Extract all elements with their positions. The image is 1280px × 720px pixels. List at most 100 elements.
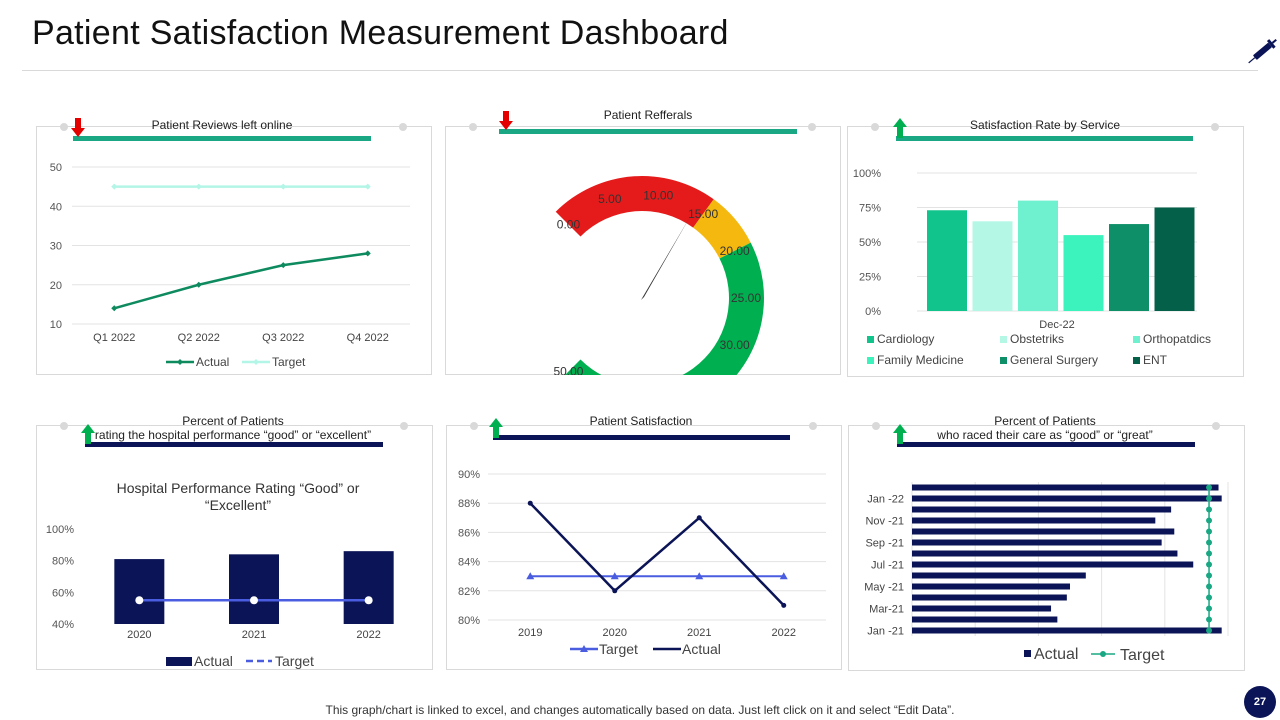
bar-orthopatdics bbox=[1018, 200, 1058, 311]
bar-actual bbox=[912, 561, 1194, 568]
satisfaction-handle-left[interactable] bbox=[470, 422, 478, 430]
gauge-tick-label: 0.00 bbox=[557, 217, 581, 231]
target-point bbox=[1206, 517, 1213, 524]
rating-handle-left[interactable] bbox=[60, 422, 68, 430]
legend-swatch bbox=[1000, 357, 1007, 364]
legend-label: Target bbox=[272, 355, 306, 369]
rating-title-line1: Percent of Patients bbox=[182, 414, 284, 428]
target-point bbox=[1206, 495, 1213, 502]
service-bar-chart[interactable]: 0% 25% 50% 75% 100% Dec-22 Cardiology Obstetrik… bbox=[847, 150, 1244, 377]
satisfaction-handle-right[interactable] bbox=[809, 422, 817, 430]
y-tick-label: 60% bbox=[52, 587, 74, 599]
service-handle-right[interactable] bbox=[1211, 123, 1219, 131]
y-tick-label: 80% bbox=[458, 615, 480, 627]
reviews-handle-left[interactable] bbox=[60, 123, 68, 131]
care-handle-right[interactable] bbox=[1212, 422, 1220, 430]
bar-actual bbox=[912, 517, 1156, 524]
gauge-tick-label: 20.00 bbox=[720, 244, 750, 258]
x-tick-label: Dec-22 bbox=[1039, 319, 1074, 331]
up-arrow-icon bbox=[893, 118, 907, 138]
legend-label: Family Medicine bbox=[877, 353, 964, 367]
x-tick-label: Q4 2022 bbox=[347, 332, 389, 344]
y-tick-label: Nov -21 bbox=[865, 516, 904, 528]
y-tick-label: 88% bbox=[458, 498, 480, 510]
bar-ent bbox=[1154, 207, 1195, 311]
referrals-gauge-chart[interactable]: 0.005.0010.0015.0020.0025.0030.0035.0040… bbox=[445, 150, 841, 375]
service-handle-left[interactable] bbox=[871, 123, 879, 131]
up-arrow-icon bbox=[893, 424, 907, 444]
rating-panel[interactable] bbox=[36, 425, 433, 670]
down-arrow-icon bbox=[71, 118, 85, 137]
target-point bbox=[1206, 484, 1213, 491]
referrals-handle-right[interactable] bbox=[808, 123, 816, 131]
target-point bbox=[135, 596, 144, 605]
y-tick-label: Jan -21 bbox=[867, 626, 904, 638]
bar-actual bbox=[912, 484, 1219, 491]
y-tick-label: 10 bbox=[50, 319, 62, 331]
y-tick-label: 50 bbox=[50, 162, 62, 174]
target-point bbox=[1206, 605, 1213, 612]
title-divider bbox=[22, 70, 1258, 71]
gauge-tick-label: 30.00 bbox=[720, 338, 750, 352]
care-horizontal-bar-chart[interactable]: Jan -21 Mar-21 May -21 Jul -21 Sep -21 Nov -2… bbox=[848, 470, 1245, 670]
care-title-rule bbox=[897, 442, 1195, 447]
legend-marker bbox=[580, 645, 588, 652]
y-tick-label: 80% bbox=[52, 556, 74, 568]
bar-obstetriks bbox=[972, 221, 1013, 311]
data-point bbox=[527, 500, 533, 506]
rating-handle-right[interactable] bbox=[400, 422, 408, 430]
reviews-handle-right[interactable] bbox=[399, 123, 407, 131]
data-point bbox=[280, 183, 287, 190]
target-point bbox=[364, 596, 373, 605]
data-point bbox=[195, 183, 202, 190]
data-point bbox=[781, 602, 787, 608]
target-point bbox=[250, 596, 258, 605]
referrals-title: Patient Refferals bbox=[603, 108, 693, 122]
bar-general-surgery bbox=[1109, 224, 1149, 311]
referrals-handle-left[interactable] bbox=[469, 123, 477, 131]
legend-label: Cardiology bbox=[877, 332, 934, 346]
reviews-line-chart[interactable]: 10 20 30 40 50 Q1 2022 Q2 2022 Q3 2022 Q4 2022 Ac… bbox=[36, 150, 432, 375]
gauge-tick-label: 25.00 bbox=[731, 291, 761, 305]
satisfaction-panel[interactable] bbox=[446, 425, 842, 670]
target-point bbox=[1206, 572, 1213, 579]
legend-marker bbox=[1100, 651, 1106, 657]
legend-label: Target bbox=[1120, 647, 1165, 664]
legend-swatch bbox=[1133, 336, 1140, 343]
page-title: Patient Satisfaction Measurement Dashboa… bbox=[32, 14, 729, 52]
series-line-actual bbox=[113, 252, 368, 310]
target-point bbox=[1206, 528, 1213, 535]
y-tick-label: 75% bbox=[859, 203, 881, 215]
gauge-band bbox=[565, 242, 764, 375]
rating-bar-chart[interactable]: Hospital Performance Rating “Good” or“Ex… bbox=[36, 455, 433, 670]
bar-actual bbox=[912, 572, 1086, 579]
data-point bbox=[612, 588, 618, 594]
gauge-band bbox=[555, 176, 714, 237]
gauge-needle bbox=[641, 216, 691, 300]
data-point bbox=[779, 572, 788, 580]
data-point bbox=[111, 305, 118, 312]
target-point bbox=[1206, 539, 1213, 546]
y-tick-label: 40 bbox=[50, 201, 62, 213]
referrals-panel[interactable] bbox=[445, 126, 841, 375]
data-point bbox=[695, 572, 704, 580]
gauge-band bbox=[693, 199, 751, 259]
bar-actual bbox=[114, 559, 165, 624]
legend-label: Actual bbox=[1034, 646, 1078, 663]
satisfaction-line-chart[interactable]: 80% 82% 84% 86% 88% 90% 2019 2020 2021 2022 Target… bbox=[446, 455, 842, 670]
bar-actual bbox=[912, 539, 1162, 546]
series-line-actual bbox=[529, 502, 785, 607]
service-title-rule bbox=[896, 136, 1193, 141]
bar-actual bbox=[229, 554, 279, 624]
x-tick-label: 2020 bbox=[127, 629, 151, 641]
referrals-title-rule bbox=[499, 129, 797, 134]
care-handle-left[interactable] bbox=[872, 422, 880, 430]
y-tick-label: 25% bbox=[859, 272, 881, 284]
x-tick-label: 2021 bbox=[242, 629, 266, 641]
data-point bbox=[526, 572, 535, 580]
satisfaction-title: Patient Satisfaction bbox=[589, 414, 693, 428]
legend-marker bbox=[253, 359, 259, 365]
legend-swatch bbox=[1000, 336, 1007, 343]
y-tick-label: 0% bbox=[865, 306, 881, 318]
bar-actual bbox=[343, 551, 394, 624]
